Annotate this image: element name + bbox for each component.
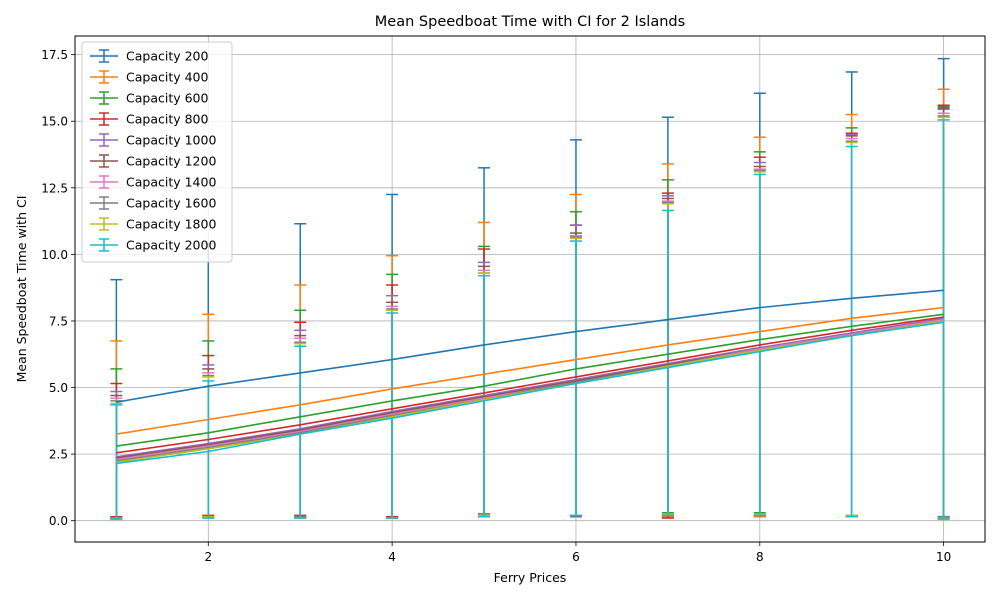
legend-label: Capacity 600: [126, 91, 209, 106]
legend-item: Capacity 800: [90, 112, 209, 127]
y-tick-label: 12.5: [41, 181, 68, 195]
x-tick-label: 10: [936, 550, 951, 564]
legend-label: Capacity 800: [126, 112, 209, 127]
legend-label: Capacity 2000: [126, 238, 216, 253]
series-line: [116, 317, 944, 458]
legend-item: Capacity 1200: [90, 154, 216, 169]
y-tick-label: 17.5: [41, 48, 68, 62]
legend-item: Capacity 200: [90, 49, 209, 64]
x-tick-label: 4: [388, 550, 396, 564]
axes: 2 4 6 8 10 0.0 2.5 5.0 7.5 10.0 12.5 15.0 17.5: [41, 48, 951, 564]
legend-label: Capacity 1200: [126, 154, 216, 169]
legend: Capacity 200 Capacity 400 Capacity 600 Capa…: [81, 41, 233, 263]
y-tick-label: 7.5: [49, 314, 68, 328]
series-line: [116, 316, 944, 454]
plot-area-frame: [74, 35, 986, 543]
series-lines: [116, 289, 944, 465]
y-tick-label: 5.0: [49, 381, 68, 395]
legend-label: Capacity 400: [126, 70, 209, 85]
chart-title: Mean Speedboat Time with CI for 2 Island…: [375, 14, 685, 30]
legend-item: Capacity 2000: [90, 238, 216, 253]
x-tick-label: 8: [756, 550, 764, 564]
legend-label: Capacity 1400: [126, 175, 216, 190]
x-tick-label: 2: [204, 550, 212, 564]
y-tick-label: 10.0: [41, 248, 68, 262]
legend-label: Capacity 1600: [126, 196, 216, 211]
series-line: [116, 321, 944, 465]
y-tick-label: 2.5: [49, 448, 68, 462]
y-tick-label: 15.0: [41, 115, 68, 129]
legend-label: Capacity 1000: [126, 133, 216, 148]
legend-item: Capacity 400: [90, 70, 209, 85]
legend-label: Capacity 200: [126, 49, 209, 64]
legend-label: Capacity 1800: [126, 217, 216, 232]
x-tick-label: 6: [572, 550, 580, 564]
legend-item: Capacity 600: [90, 91, 209, 106]
legend-item: Capacity 1800: [90, 217, 216, 232]
legend-box: [81, 41, 233, 263]
series-line: [116, 289, 944, 403]
series-line: [116, 306, 944, 435]
y-axis-label: Mean Speedboat Time with CI: [14, 196, 29, 383]
y-tick-label: 0.0: [49, 514, 68, 528]
legend-item: Capacity 1000: [90, 133, 216, 148]
x-axis-label: Ferry Prices: [494, 570, 567, 585]
legend-item: Capacity 1400: [90, 175, 216, 190]
series-line: [116, 313, 944, 447]
legend-item: Capacity 1600: [90, 196, 216, 211]
